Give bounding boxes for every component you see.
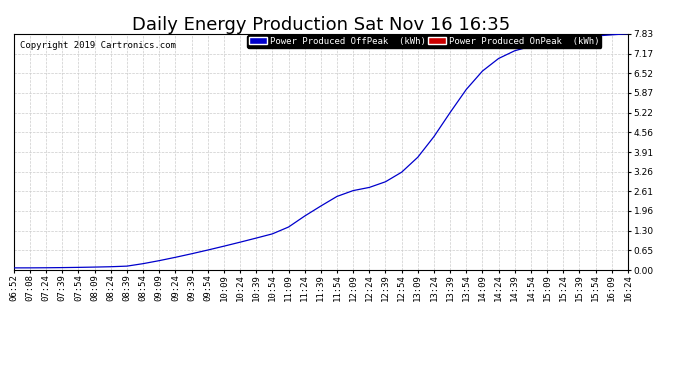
Legend: Power Produced OffPeak  (kWh), Power Produced OnPeak  (kWh): Power Produced OffPeak (kWh), Power Prod… (247, 35, 602, 48)
Title: Daily Energy Production Sat Nov 16 16:35: Daily Energy Production Sat Nov 16 16:35 (132, 16, 510, 34)
Text: Copyright 2019 Cartronics.com: Copyright 2019 Cartronics.com (20, 41, 176, 50)
